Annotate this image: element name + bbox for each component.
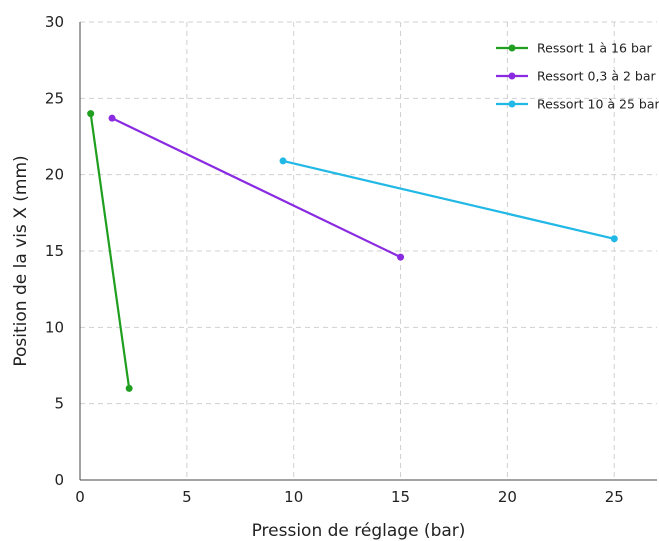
legend-label: Ressort 10 à 25 bar [537, 97, 659, 112]
grid-lines [80, 21, 657, 480]
tick-labels: 0 5 10 15 20 25 0 5 10 15 20 25 30 [45, 13, 624, 506]
series-line-1 [89, 113, 131, 389]
legend-label: Ressort 1 à 16 bar [537, 41, 653, 56]
legend-item: Ressort 1 à 16 bar [496, 41, 653, 56]
data-point [610, 235, 618, 243]
x-tick-label: 10 [284, 488, 303, 506]
series-line-2 [111, 117, 402, 259]
x-tick-label: 5 [182, 488, 192, 506]
y-axis-title: Position de la vis X (mm) [11, 155, 31, 366]
y-tick-label: 10 [45, 318, 64, 336]
y-tick-label: 20 [45, 166, 64, 184]
legend-swatch-marker [508, 100, 516, 108]
y-tick-label: 0 [54, 471, 64, 489]
data-point [87, 110, 95, 118]
data-point [279, 157, 287, 165]
series-line-3 [282, 159, 615, 240]
x-axis-title: Pression de réglage (bar) [252, 521, 466, 541]
x-tick-label: 20 [498, 488, 517, 506]
legend-swatch-marker [508, 72, 516, 80]
x-tick-label: 25 [605, 488, 624, 506]
y-tick-label: 30 [45, 13, 64, 31]
data-point [397, 253, 405, 261]
y-tick-label: 25 [45, 89, 64, 107]
series-lines [87, 110, 618, 392]
y-tick-label: 15 [45, 242, 64, 260]
x-tick-label: 0 [75, 488, 85, 506]
x-tick-label: 15 [391, 488, 410, 506]
legend-item: Ressort 10 à 25 bar [496, 97, 659, 112]
legend: Ressort 1 à 16 bar Ressort 0,3 à 2 bar Res… [496, 41, 659, 112]
axes [79, 22, 657, 481]
data-point [108, 114, 116, 122]
y-tick-label: 5 [54, 395, 64, 413]
data-point [125, 384, 133, 392]
legend-item: Ressort 0,3 à 2 bar [496, 69, 657, 84]
legend-swatch-marker [508, 44, 516, 52]
legend-label: Ressort 0,3 à 2 bar [537, 69, 657, 84]
